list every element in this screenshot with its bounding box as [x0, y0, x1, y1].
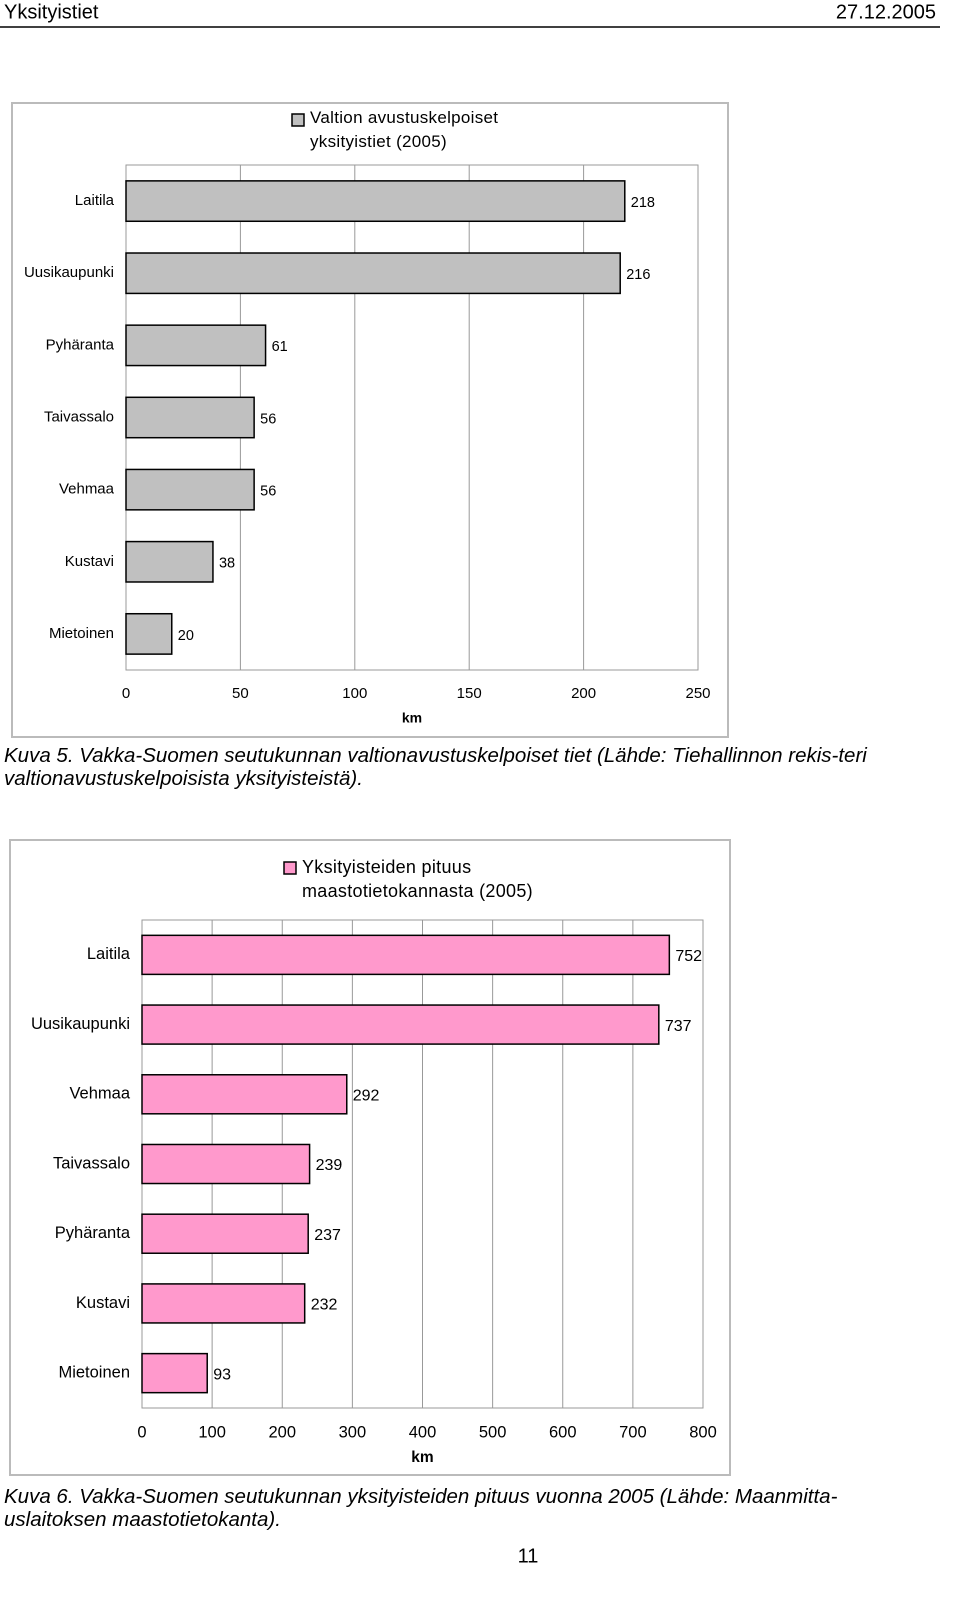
- x-axis-label: km: [402, 710, 422, 726]
- y-tick-label: Uusikaupunki: [31, 1015, 130, 1033]
- y-tick-label: Vehmaa: [59, 481, 115, 498]
- bar: [141, 934, 671, 976]
- data-label: 38: [219, 556, 235, 572]
- bar: [125, 252, 621, 295]
- data-label: 737: [665, 1018, 692, 1035]
- bar: [141, 1004, 660, 1045]
- bar: [125, 396, 255, 439]
- legend-label: Valtion avustuskelpoiset yksityistiet (2…: [310, 108, 499, 151]
- bar: [141, 1143, 311, 1185]
- y-tick-label: Taivassalo: [53, 1154, 130, 1172]
- bar: [125, 180, 626, 223]
- x-tick-label: 150: [457, 685, 482, 702]
- header-right: 27.12.2005: [836, 1, 936, 23]
- data-label: 237: [314, 1227, 341, 1244]
- data-label: 239: [316, 1157, 343, 1174]
- x-tick-label: 700: [619, 1423, 647, 1441]
- data-label: 61: [272, 339, 288, 355]
- y-tick-label: Mietoinen: [58, 1364, 130, 1382]
- data-label: 232: [311, 1297, 338, 1314]
- legend-swatch: [283, 861, 297, 875]
- bar: [141, 1074, 348, 1115]
- x-tick-label: 500: [479, 1423, 507, 1441]
- y-tick-label: Laitila: [87, 945, 131, 963]
- x-tick-label: 0: [137, 1423, 146, 1441]
- x-axis-label: km: [411, 1449, 433, 1466]
- data-label: 216: [626, 267, 650, 283]
- x-tick-label: 200: [268, 1423, 296, 1441]
- page-number: 11: [518, 1545, 539, 1567]
- data-label: 752: [675, 948, 702, 965]
- y-tick-label: Taivassalo: [44, 408, 114, 425]
- x-tick-label: 800: [689, 1423, 717, 1441]
- x-tick-label: 400: [409, 1423, 437, 1441]
- y-tick-label: Pyhäranta: [55, 1224, 131, 1242]
- data-label: 218: [631, 195, 655, 211]
- x-tick-label: 300: [339, 1423, 367, 1441]
- legend-swatch: [291, 113, 305, 127]
- x-tick-label: 100: [198, 1423, 226, 1441]
- bar: [125, 612, 173, 655]
- data-label: 56: [260, 411, 276, 427]
- bar: [125, 324, 267, 367]
- bar: [125, 468, 255, 511]
- data-label: 93: [213, 1366, 231, 1383]
- y-tick-label: Kustavi: [76, 1294, 130, 1312]
- legend-label: Yksityisteiden pituus maastotietokannast…: [302, 857, 533, 901]
- y-tick-label: Uusikaupunki: [24, 264, 114, 281]
- header-left: Yksityistiet: [4, 1, 99, 23]
- y-tick-label: Laitila: [75, 192, 115, 209]
- bar: [141, 1352, 208, 1394]
- bar: [125, 540, 214, 583]
- x-tick-label: 50: [232, 685, 249, 702]
- y-tick-label: Vehmaa: [69, 1085, 130, 1103]
- y-tick-label: Kustavi: [65, 553, 114, 570]
- y-tick-label: Pyhäranta: [46, 336, 115, 353]
- x-tick-label: 600: [549, 1423, 577, 1441]
- data-label: 20: [178, 628, 194, 644]
- bar: [141, 1283, 306, 1324]
- data-label: 292: [353, 1088, 380, 1105]
- x-tick-label: 0: [122, 685, 130, 702]
- y-tick-label: Mietoinen: [49, 625, 114, 642]
- x-tick-label: 100: [342, 685, 367, 702]
- data-label: 56: [260, 483, 276, 499]
- caption: Kuva 5. Vakka-Suomen seutukunnan valtion…: [4, 744, 867, 790]
- caption: Kuva 6. Vakka-Suomen seutukunnan yksityi…: [4, 1485, 838, 1531]
- x-tick-label: 250: [685, 685, 710, 702]
- x-tick-label: 200: [571, 685, 596, 702]
- bar: [141, 1213, 309, 1254]
